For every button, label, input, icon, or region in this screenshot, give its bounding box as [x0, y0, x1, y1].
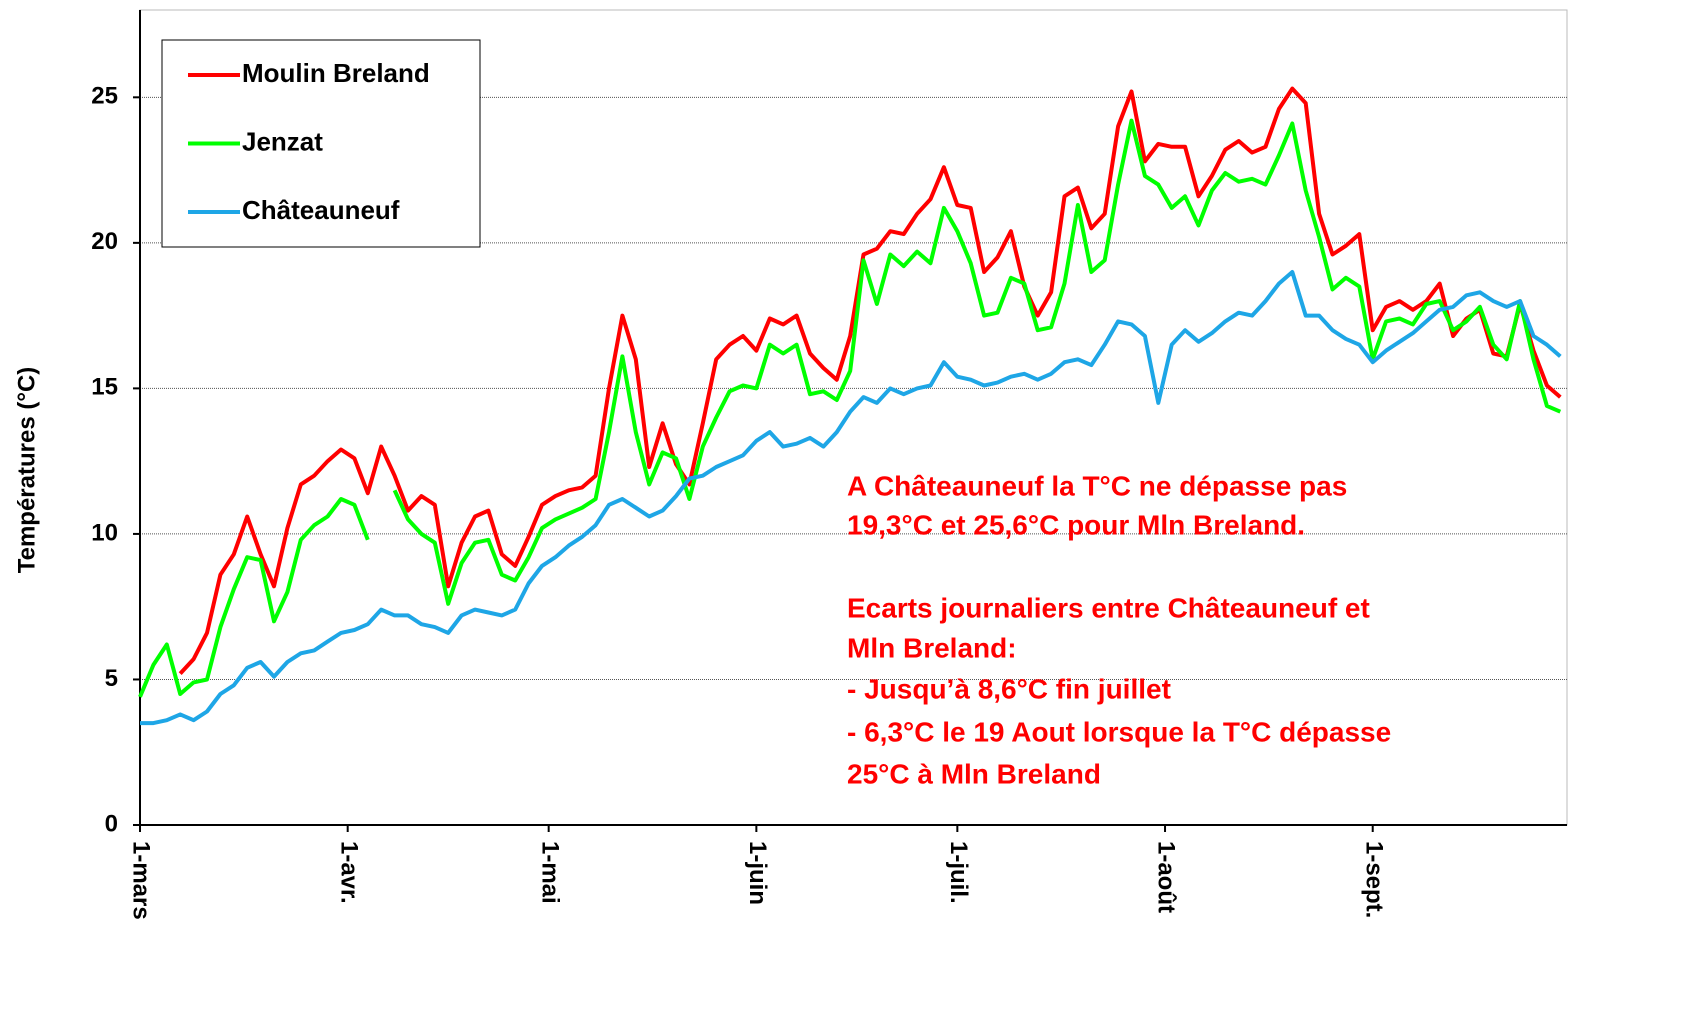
legend-label: Jenzat	[242, 126, 323, 156]
series-line	[140, 270, 1562, 726]
annotation-line: A Châteauneuf la T°C ne dépasse pas	[847, 470, 1347, 501]
annotation-line: Ecarts journaliers entre Châteauneuf et	[847, 592, 1370, 623]
y-tick-label: 10	[91, 519, 118, 546]
x-tick-label: 1-août	[1153, 841, 1180, 913]
y-tick-label: 5	[105, 665, 118, 692]
legend-label: Châteauneuf	[242, 195, 400, 225]
x-tick-label: 1-juil.	[945, 841, 972, 904]
x-tick-label: 1-sept.	[1360, 841, 1387, 918]
x-tick-label: 1-juin	[744, 841, 771, 905]
annotation-line: 25°C à Mln Breland	[847, 758, 1101, 789]
x-tick-label: 1-mars	[128, 841, 155, 920]
y-tick-label: 20	[91, 228, 118, 255]
series-line	[138, 118, 1562, 698]
y-axis-label: Températures (°C)	[13, 367, 40, 574]
legend-label: Moulin Breland	[242, 58, 430, 88]
series-line	[178, 86, 1562, 675]
y-tick-label: 25	[91, 83, 118, 110]
annotation-line: - Jusqu’à 8,6°C fin juillet	[847, 673, 1171, 704]
annotation-line: - 6,3°C le 19 Aout lorsque la T°C dépass…	[847, 716, 1391, 747]
x-tick-label: 1-avr.	[335, 841, 362, 904]
y-tick-label: 0	[105, 810, 118, 837]
annotation-line: 19,3°C et 25,6°C pour Mln Breland.	[847, 509, 1305, 540]
y-tick-label: 15	[91, 374, 118, 401]
x-tick-label: 1-mai	[536, 841, 563, 904]
annotation-line: Mln Breland:	[847, 632, 1017, 663]
